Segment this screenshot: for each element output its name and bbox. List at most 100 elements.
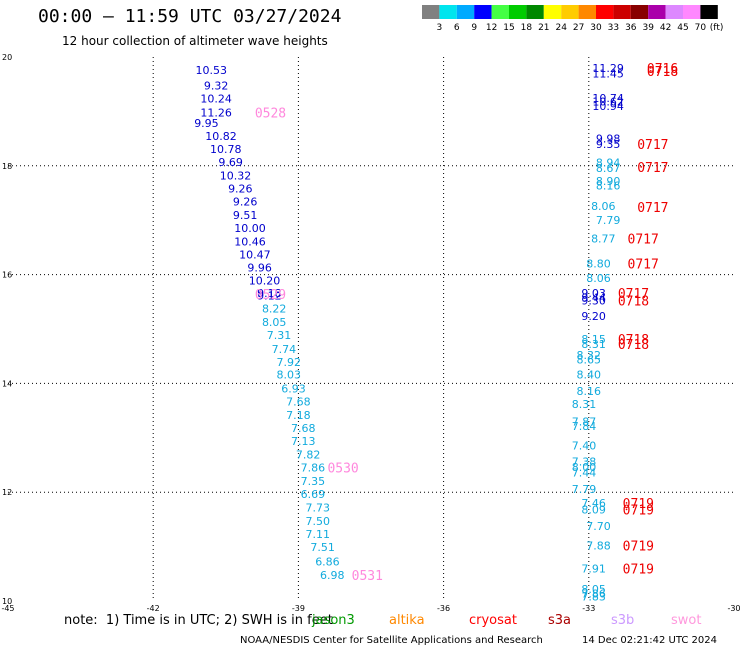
data-point-label: 9.30 (581, 295, 606, 308)
pass-label: 0717 (637, 201, 668, 216)
colorbar-swatch (578, 5, 596, 19)
y-tick-label: 10 (2, 597, 12, 606)
data-point-label: 8.32 (577, 349, 602, 362)
data-point-label: 7.13 (291, 435, 316, 448)
page-title: 00:00 – 11:59 UTC 03/27/2024 (38, 6, 342, 27)
pass-label: 0530 (327, 462, 358, 477)
data-point-label: 9.95 (194, 117, 219, 130)
data-point-label: 7.79 (572, 483, 597, 496)
pass-label: 0717 (628, 233, 659, 248)
data-point-label: 8.40 (577, 369, 602, 382)
colorbar-label: 70 (695, 23, 707, 33)
colorbar-label: 21 (538, 23, 549, 33)
colorbar-swatch (630, 5, 649, 19)
colorbar-swatch (700, 5, 718, 19)
data-point-label: 8.05 (262, 316, 287, 329)
colorbar-label: 24 (555, 23, 567, 33)
data-point-label: 8.00 (572, 461, 597, 474)
data-point-label: 8.80 (586, 258, 611, 271)
colorbar-label: 15 (503, 23, 514, 33)
data-point-label: 8.09 (581, 504, 606, 517)
colorbar-label: 39 (642, 23, 654, 33)
data-point-label: 8.06 (586, 272, 611, 285)
colorbar-swatch (422, 5, 440, 19)
colorbar-label: 42 (660, 23, 671, 33)
colorbar-label: 18 (521, 23, 533, 33)
legend-altika: altika (389, 613, 425, 628)
colorbar-swatch (613, 5, 631, 19)
data-point-label: 9.44 (581, 291, 606, 304)
data-point-label: 7.88 (586, 540, 611, 553)
pass-label: 0719 (623, 562, 654, 577)
data-point-label: 8.31 (581, 338, 606, 351)
colorbar-swatch (543, 5, 562, 19)
data-point-label: 7.38 (572, 456, 597, 469)
pass-label: 0719 (623, 504, 654, 519)
pass-label: 0717 (628, 258, 659, 273)
pass-label: 0717 (618, 287, 649, 302)
data-point-label: 9.20 (581, 310, 606, 323)
data-point-label: 10.47 (239, 248, 271, 261)
data-point-label: 7.83 (581, 591, 606, 604)
pass-label: 0719 (623, 497, 654, 512)
pass-label: 0529 (255, 288, 286, 303)
data-point-label: 9.98 (596, 133, 621, 146)
colorbar-label: 33 (608, 23, 619, 33)
data-point-label: 7.79 (596, 214, 621, 227)
colorbar-swatch (491, 5, 509, 19)
colorbar-swatch (474, 5, 492, 19)
pass-label: 0718 (618, 295, 649, 310)
data-point-label: 7.18 (286, 409, 311, 422)
data-point-label: 10.00 (234, 222, 266, 235)
data-point-label: 7.84 (572, 420, 597, 433)
colorbar-swatch (509, 5, 527, 19)
pass-label: 0718 (618, 333, 649, 348)
data-point-label: 10.32 (220, 170, 252, 183)
data-point-label: 9.96 (247, 262, 272, 275)
x-tick-label: -45 (1, 604, 14, 613)
data-point-label: 8.06 (591, 200, 616, 213)
data-point-label: 9.69 (218, 156, 243, 169)
colorbar-swatch (665, 5, 683, 19)
data-point-label: 7.11 (306, 528, 331, 541)
pass-label: 0528 (255, 106, 286, 121)
legend-swot: swot (671, 613, 702, 628)
colorbar-label: 3 (437, 23, 443, 33)
colorbar-label: 36 (625, 23, 637, 33)
data-point-label: 10.46 (234, 235, 266, 248)
data-point-label: 11.45 (592, 67, 624, 80)
data-point-label: 8.65 (577, 353, 602, 366)
x-tick-label: -33 (582, 604, 595, 613)
colorbar-swatch (456, 5, 475, 19)
data-point-label: 7.40 (572, 439, 597, 452)
data-point-label: 8.31 (572, 398, 597, 411)
data-point-label: 10.20 (249, 275, 281, 288)
x-tick-label: -36 (437, 604, 450, 613)
data-point-label: 7.68 (286, 395, 311, 408)
colorbar-swatch (683, 5, 701, 19)
colorbar-label: 30 (590, 23, 602, 33)
x-tick-label: -39 (292, 604, 305, 613)
data-point-label: 9.35 (596, 138, 621, 151)
data-point-label: 7.70 (586, 520, 611, 533)
footer-note: note: 1) Time is in UTC; 2) SWH is in fe… (64, 613, 333, 628)
data-point-label: 8.15 (581, 333, 606, 346)
data-point-label: 9.12 (257, 289, 282, 302)
data-point-label: 6.98 (320, 569, 345, 582)
colorbar-label: 45 (677, 23, 688, 33)
colorbar-unit: (ft) (710, 23, 724, 33)
colorbar-label: 12 (486, 23, 497, 33)
data-point-label: 7.87 (572, 415, 597, 428)
data-point-label: 6.86 (315, 555, 340, 568)
footer-credit: NOAA/NESDIS Center for Satellite Applica… (240, 635, 543, 646)
colorbar-label: 27 (573, 23, 584, 33)
colorbar-swatch (561, 5, 579, 19)
pass-label: 0717 (637, 161, 668, 176)
data-point-label: 6.93 (281, 382, 306, 395)
data-point-label: 9.26 (228, 183, 253, 196)
data-point-label: 8.05 (581, 583, 606, 596)
data-point-label: 7.91 (581, 562, 606, 575)
colorbar-label: 6 (454, 23, 460, 33)
legend-jason3: jason3 (312, 613, 355, 628)
